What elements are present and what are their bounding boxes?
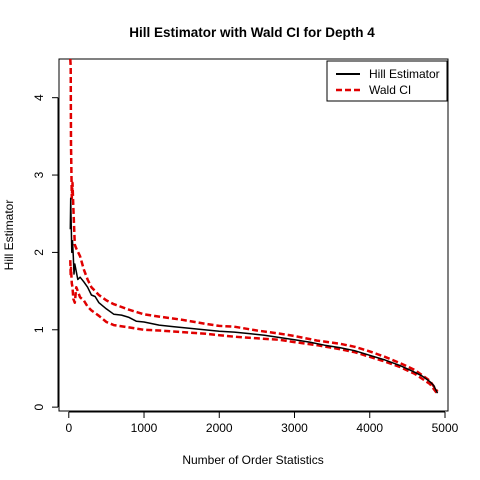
plot-frame bbox=[58, 58, 449, 412]
y-tick-label: 4 bbox=[32, 94, 46, 101]
y-axis-label: Hill Estimator bbox=[2, 200, 16, 271]
legend-label-hill: Hill Estimator bbox=[369, 67, 440, 81]
x-tick-label: 0 bbox=[65, 421, 72, 435]
legend-label-wald: Wald CI bbox=[369, 83, 411, 97]
x-tick-label: 5000 bbox=[432, 421, 459, 435]
y-tick-label: 2 bbox=[32, 249, 46, 256]
x-axis: 0 1000 2000 3000 4000 5000 bbox=[65, 411, 459, 435]
legend: Hill Estimator Wald CI bbox=[326, 60, 448, 102]
x-tick-label: 1000 bbox=[131, 421, 158, 435]
series-line-wald-ci-lower bbox=[69, 260, 439, 395]
plot-lines bbox=[69, 58, 439, 395]
x-tick-label: 2000 bbox=[206, 421, 233, 435]
series-line-wald-ci-upper bbox=[69, 58, 439, 393]
y-axis: 0 1 2 3 4 bbox=[32, 94, 59, 410]
y-tick-label: 0 bbox=[32, 403, 46, 410]
y-tick-label: 3 bbox=[32, 171, 46, 178]
y-tick-label: 1 bbox=[32, 326, 46, 333]
series-line-hill-estimator bbox=[69, 197, 439, 394]
x-axis-label: Number of Order Statistics bbox=[182, 453, 323, 467]
chart-title: Hill Estimator with Wald CI for Depth 4 bbox=[129, 25, 375, 40]
legend-box bbox=[326, 60, 448, 102]
x-tick-label: 4000 bbox=[356, 421, 383, 435]
x-tick-label: 3000 bbox=[281, 421, 308, 435]
